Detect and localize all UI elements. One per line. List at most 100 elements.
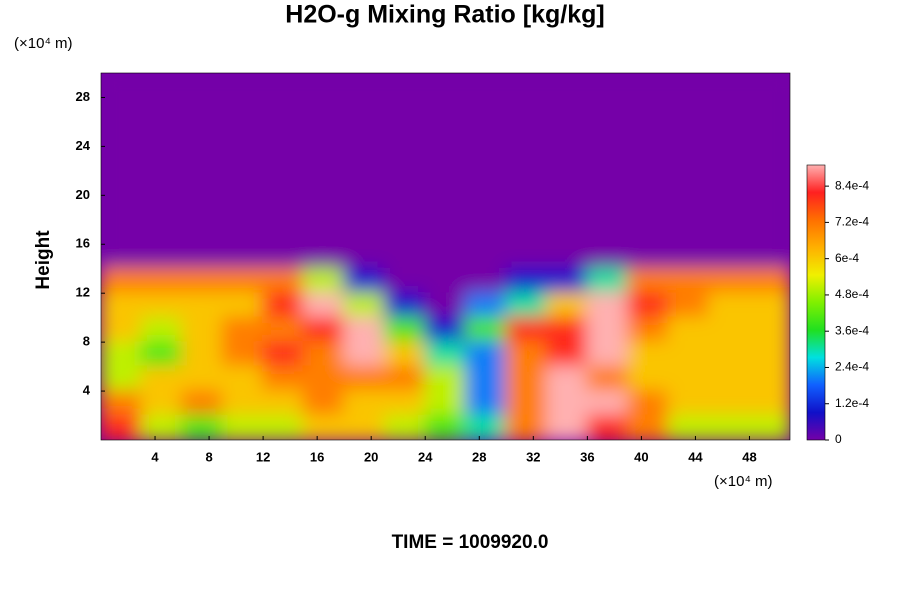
cell	[505, 267, 548, 295]
cell	[505, 414, 548, 440]
cell	[586, 243, 629, 270]
cell	[464, 169, 508, 197]
cell	[748, 96, 790, 123]
cell	[667, 73, 710, 99]
cell	[302, 169, 346, 197]
cell	[545, 243, 589, 270]
cell	[262, 73, 305, 99]
cell	[343, 96, 386, 123]
cell	[424, 96, 467, 123]
cell	[101, 73, 143, 99]
y-tick-label: 24	[76, 138, 91, 153]
cell	[464, 243, 508, 270]
cell	[343, 169, 386, 197]
cell	[181, 267, 224, 295]
cell	[343, 365, 386, 393]
cell	[101, 390, 143, 417]
cell	[262, 243, 305, 270]
cell	[181, 414, 224, 440]
cell	[586, 194, 629, 221]
y-tick-label: 8	[83, 334, 90, 349]
cell	[545, 316, 589, 344]
cell	[707, 414, 751, 440]
cell	[748, 120, 790, 148]
cell	[545, 145, 589, 172]
cell	[302, 316, 346, 344]
cell	[262, 267, 305, 295]
cell	[101, 365, 143, 393]
x-tick-label: 4	[151, 449, 159, 464]
cell	[626, 414, 670, 440]
cell	[707, 218, 751, 246]
cell	[464, 390, 508, 417]
cell	[262, 218, 305, 246]
y-axis-label: Height	[33, 230, 54, 290]
cell	[748, 243, 790, 270]
cell	[221, 96, 265, 123]
cell	[221, 243, 265, 270]
cell	[181, 73, 224, 99]
x-tick-label: 28	[472, 449, 486, 464]
cell	[302, 73, 346, 99]
cell	[424, 169, 467, 197]
cell	[101, 414, 143, 440]
cell	[383, 316, 427, 344]
x-tick-label: 12	[256, 449, 270, 464]
cell	[545, 96, 589, 123]
cell	[748, 316, 790, 344]
cell	[221, 145, 265, 172]
cell	[505, 194, 548, 221]
cell	[181, 120, 224, 148]
cell	[343, 218, 386, 246]
cell	[181, 243, 224, 270]
cell	[262, 316, 305, 344]
cell	[505, 243, 548, 270]
cell	[545, 169, 589, 197]
cell	[464, 218, 508, 246]
y-tick-label: 4	[83, 383, 91, 398]
cell	[343, 341, 386, 368]
cell	[748, 169, 790, 197]
field	[101, 73, 790, 440]
x-tick-label: 48	[742, 449, 756, 464]
cell	[545, 218, 589, 246]
cell	[343, 267, 386, 295]
x-tick-label: 24	[418, 449, 433, 464]
cell	[545, 414, 589, 440]
cell	[545, 341, 589, 368]
cell	[343, 243, 386, 270]
cell	[424, 267, 467, 295]
cell	[505, 73, 548, 99]
cell	[140, 365, 184, 393]
cell	[343, 292, 386, 319]
cell	[181, 316, 224, 344]
colorbar-tick-label: 1.2e-4	[835, 396, 869, 410]
cell	[383, 341, 427, 368]
cell	[262, 365, 305, 393]
x-tick-label: 16	[310, 449, 324, 464]
cell	[707, 169, 751, 197]
cell	[748, 194, 790, 221]
cell	[707, 145, 751, 172]
cell	[464, 341, 508, 368]
cell	[140, 96, 184, 123]
cell	[140, 73, 184, 99]
cell	[748, 365, 790, 393]
cell	[140, 316, 184, 344]
cell	[667, 145, 710, 172]
cell	[667, 292, 710, 319]
cell	[464, 292, 508, 319]
cell	[626, 243, 670, 270]
cell	[383, 218, 427, 246]
cell	[667, 341, 710, 368]
cell	[302, 218, 346, 246]
cell	[343, 390, 386, 417]
cell	[707, 316, 751, 344]
cell	[383, 73, 427, 99]
cell	[545, 194, 589, 221]
cell	[748, 267, 790, 295]
cell	[667, 96, 710, 123]
cell	[545, 267, 589, 295]
cell	[181, 292, 224, 319]
cell	[302, 267, 346, 295]
